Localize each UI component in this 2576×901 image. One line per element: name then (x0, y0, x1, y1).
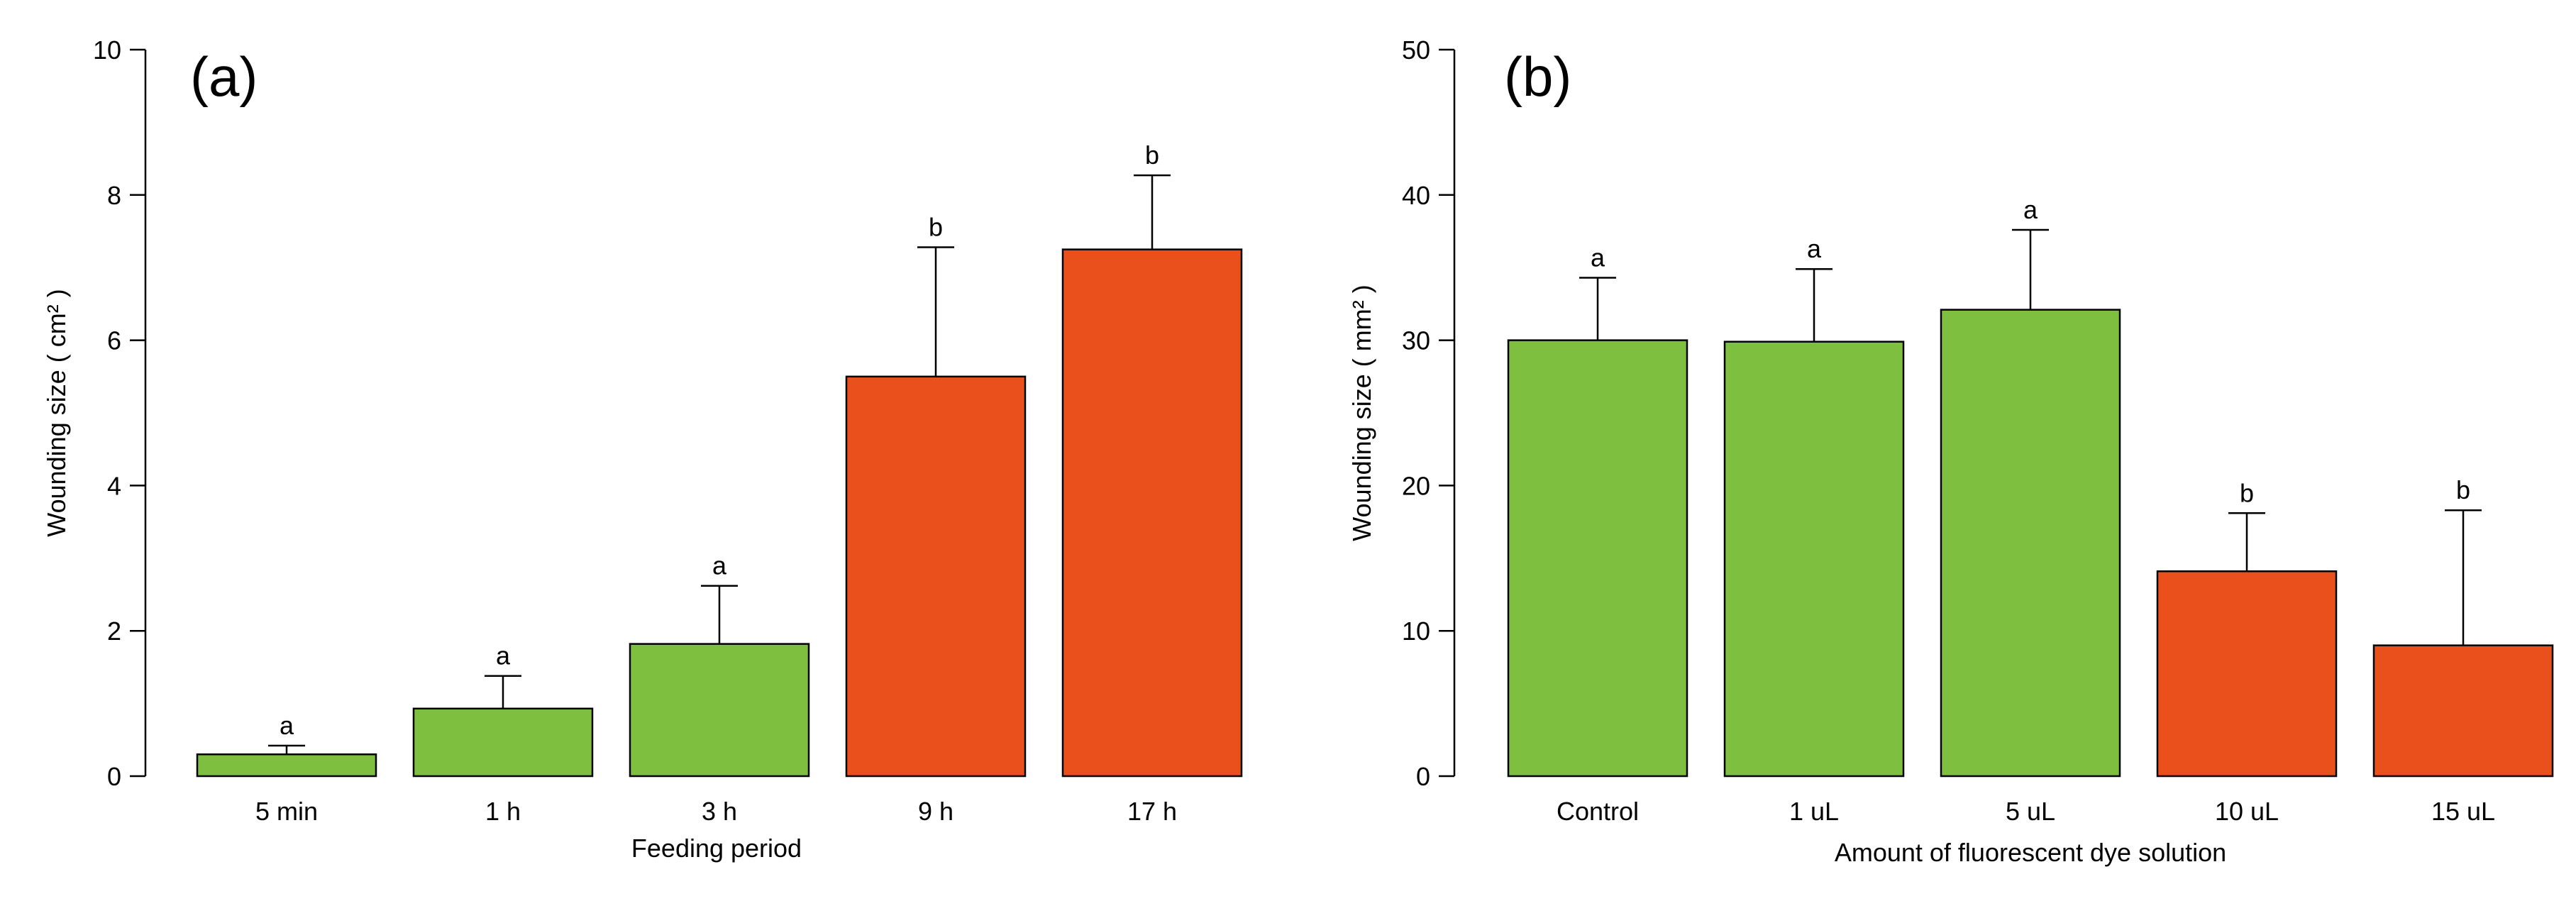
y-tick-label: 0 (107, 762, 121, 791)
bar-15-uL (2372, 644, 2554, 778)
y-tick-label: 8 (107, 181, 121, 210)
panel-a: 0 2 4 6 8 10 a 5 min a 1 h a 3 h b 9 h b 17 h Feeding pe… (42, 35, 1243, 863)
y-tick-label: 6 (107, 326, 121, 355)
y-tick-label: 20 (1402, 471, 1430, 500)
significance-letter: b (2456, 475, 2470, 504)
x-axis-label: Amount of fluorescent dye solution (1835, 838, 2226, 867)
significance-letter: b (2240, 478, 2254, 507)
bar-17-h (1061, 248, 1243, 778)
x-tick-label: 5 uL (2006, 797, 2055, 826)
bar-5-uL (1940, 309, 2121, 778)
significance-letter: a (280, 711, 294, 740)
x-tick-label: 3 h (702, 797, 737, 826)
y-tick-label: 10 (93, 35, 121, 65)
y-tick-label: 40 (1402, 181, 1430, 210)
y-axis-label: Wounding size ( mm² ) (1347, 284, 1376, 541)
bar-1-h (412, 707, 594, 778)
x-tick-label: 15 uL (2431, 797, 2495, 826)
x-tick-label: 1 h (485, 797, 521, 826)
x-tick-label: 17 h (1127, 797, 1177, 826)
x-tick-label: 10 uL (2215, 797, 2279, 826)
bar-Control (1507, 339, 1688, 778)
significance-letter: a (712, 551, 727, 580)
significance-letter: a (496, 641, 511, 670)
y-axis-label: Wounding size ( cm² ) (42, 289, 71, 536)
bar-10-uL (2156, 570, 2338, 778)
significance-letter: b (929, 213, 943, 242)
y-tick-label: 50 (1402, 35, 1430, 65)
significance-letter: a (1591, 243, 1605, 272)
panel-label: (a) (190, 45, 258, 108)
bar-1-uL (1723, 341, 1905, 778)
bar-9-h (845, 375, 1027, 778)
bar-3-h (629, 643, 810, 778)
x-tick-label: Control (1557, 797, 1639, 826)
y-tick-label: 30 (1402, 326, 1430, 355)
x-tick-label: 1 uL (1789, 797, 1839, 826)
x-axis-label: Feeding period (631, 834, 802, 863)
panel-b: 0 10 20 30 40 50 a Control a 1 uL a 5 uL b 10 uL b 15 u… (1347, 35, 2554, 867)
bar-5-min (196, 753, 377, 778)
significance-letter: a (1807, 234, 1822, 263)
y-tick-label: 2 (107, 617, 121, 646)
y-tick-label: 0 (1416, 762, 1430, 791)
significance-letter: b (1145, 140, 1159, 170)
y-tick-label: 10 (1402, 617, 1430, 646)
panel-label: (b) (1504, 45, 1571, 108)
x-tick-label: 5 min (255, 797, 318, 826)
y-tick-label: 4 (107, 471, 121, 500)
x-tick-label: 9 h (918, 797, 953, 826)
significance-letter: a (2023, 195, 2038, 224)
